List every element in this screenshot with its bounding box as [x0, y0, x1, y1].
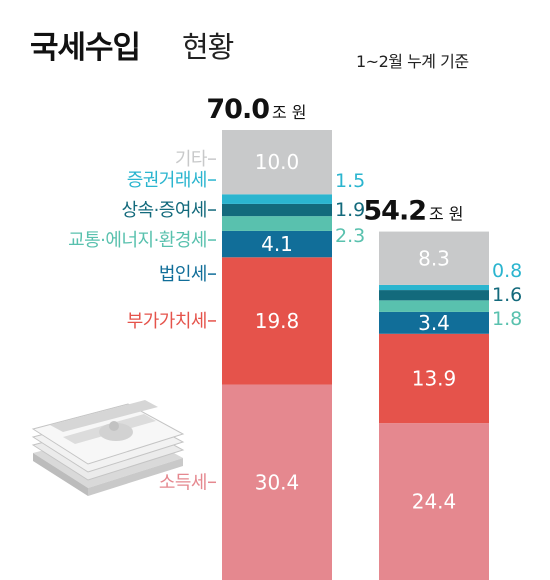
bar-2-label-s2: 3.4: [418, 311, 450, 335]
bar-2-segment-s4: [379, 290, 489, 301]
bar-2-side-label-s5: 0.8: [492, 260, 522, 282]
bar-2-segment-s0: [379, 423, 489, 580]
bar-1-side-label-s4: 1.9: [335, 199, 365, 221]
bar-2-side-label-s3: 1.8: [492, 308, 522, 330]
bar-2-segment-s6: [379, 231, 489, 285]
bar-2-segment-s3: [379, 300, 489, 312]
bar-2-label-s1: 13.9: [412, 366, 457, 390]
legend-label-s6: 기타: [175, 149, 208, 170]
chart-title: 국세수입: [30, 30, 141, 66]
bar-1-segment-s4: [222, 203, 332, 217]
bar-1-label-s0: 30.4: [255, 470, 300, 494]
bar-2-total-unit: 조 원: [429, 205, 464, 224]
legend-label-s2: 법인세: [159, 264, 207, 285]
bar-1-total-unit: 조 원: [272, 103, 307, 122]
bar-1-side-label-s3: 2.3: [335, 225, 365, 247]
bar-1-segment-s6: [222, 130, 332, 195]
bar-1-side-label-s5: 1.5: [335, 170, 365, 192]
bar-1-segment-s1: [222, 257, 332, 385]
bar-1-total: 70.0: [206, 94, 269, 125]
bar-1-label-s6: 10.0: [255, 150, 300, 174]
bar-2-segment-s1: [379, 333, 489, 424]
legend-label-s5: 증권거래세: [127, 170, 207, 191]
legend-label-s4: 상속·증여세: [121, 200, 207, 221]
bar-1-segment-s3: [222, 216, 332, 231]
chart-title-suffix: 현황: [182, 30, 234, 64]
bar-1-label-s1: 19.8: [255, 309, 300, 333]
bar-2-label-s0: 24.4: [412, 490, 457, 514]
money-stack-icon: [31, 400, 185, 496]
chart-subtitle: 1~2월 누계 기준: [356, 52, 469, 71]
bar-2-label-s6: 8.3: [418, 246, 450, 270]
bar-1-segment-s2: [222, 230, 332, 258]
bar-1-segment-s5: [222, 194, 332, 204]
legend-label-s0: 소득세: [159, 472, 207, 493]
bar-2-side-label-s4: 1.6: [492, 284, 522, 306]
legend-label-s3: 교통·에너지·환경세: [68, 230, 207, 251]
bar-1-label-s2: 4.1: [261, 232, 293, 256]
legend-label-s1: 부가가치세: [127, 311, 207, 332]
bar-2-segment-s5: [379, 284, 489, 291]
bar-1-segment-s0: [222, 384, 332, 580]
bar-2-segment-s2: [379, 311, 489, 334]
bar-2-total: 54.2: [363, 196, 426, 227]
